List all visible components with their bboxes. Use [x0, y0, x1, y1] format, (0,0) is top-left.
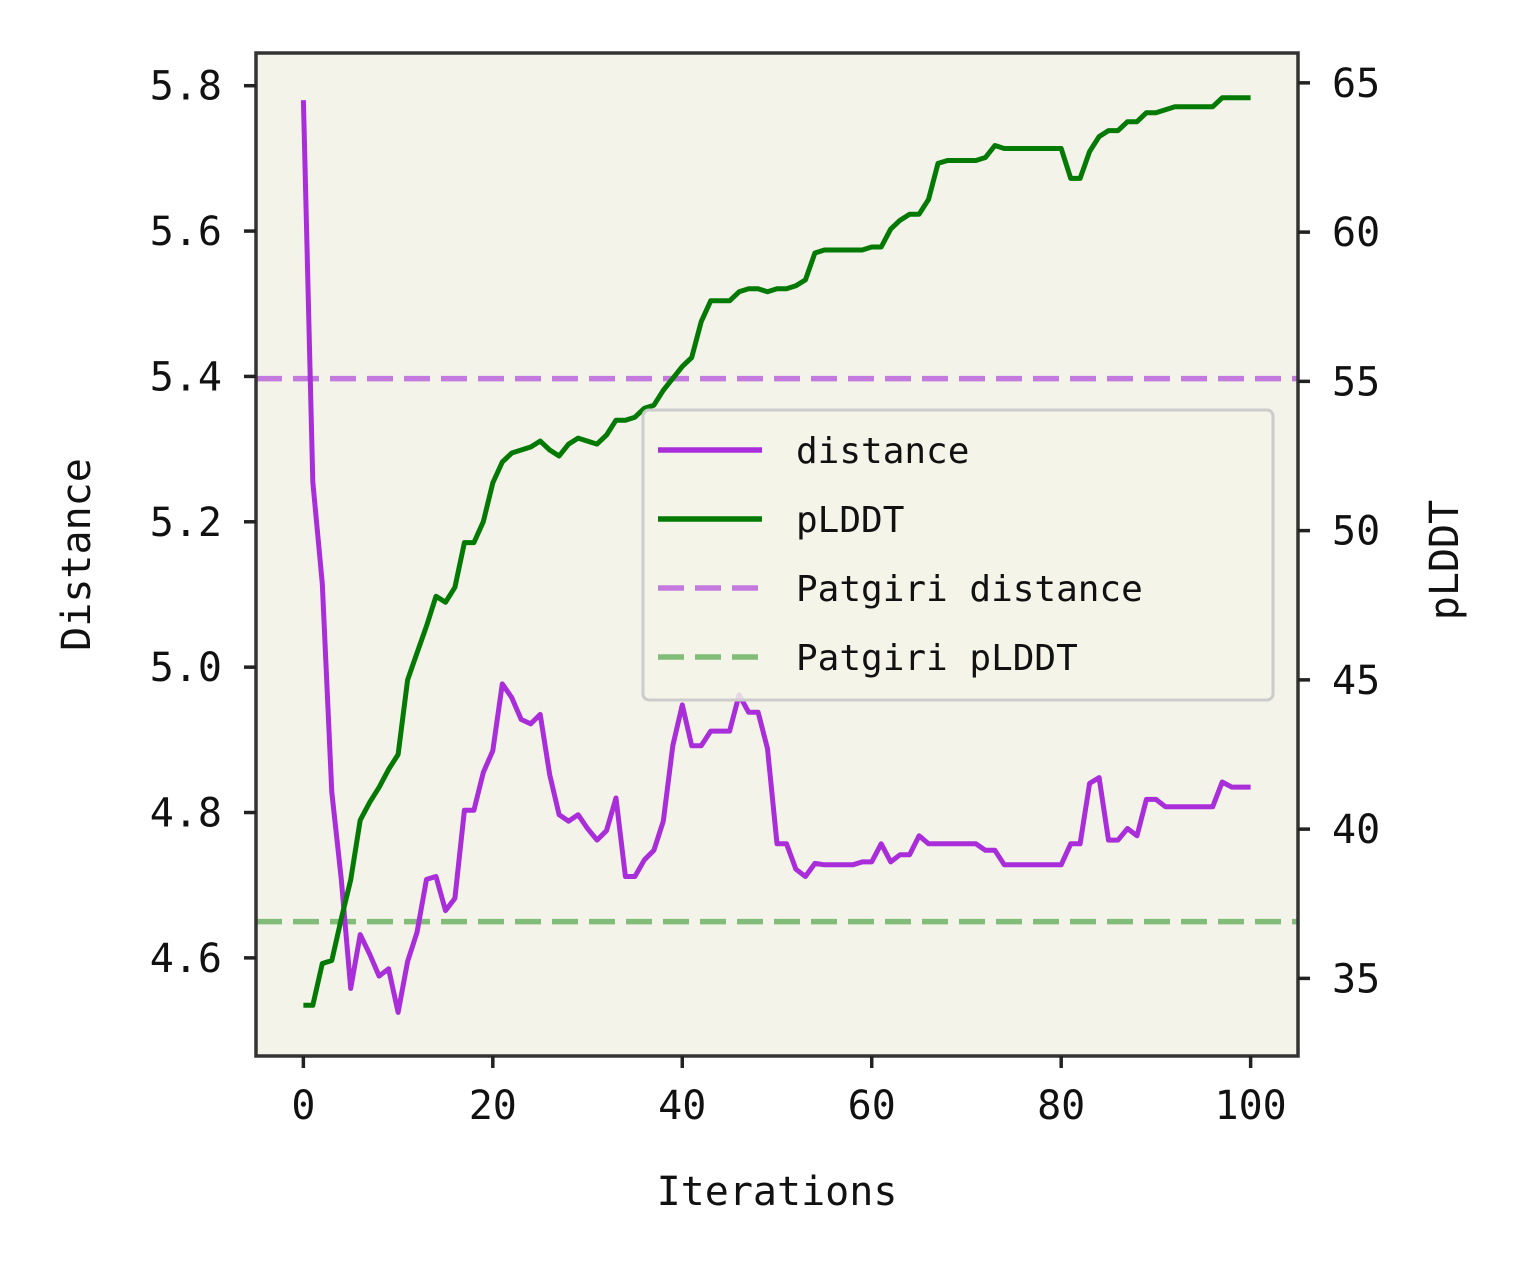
left-y-tick-label: 5.4	[150, 354, 222, 400]
right-y-axis-ticks: 35 40 45 50 55 60 65	[1298, 61, 1380, 1002]
left-y-tick-label: 5.8	[150, 64, 222, 110]
series-line-plddt	[303, 95, 1251, 1008]
legend-label: Patgiri pLDDT	[796, 638, 1078, 679]
right-y-tick-label: 40	[1332, 807, 1380, 853]
right-y-tick-label: 60	[1332, 210, 1380, 256]
legend-label: Patgiri distance	[796, 569, 1143, 610]
x-tick-label: 20	[469, 1083, 517, 1129]
left-y-tick-label: 5.0	[150, 645, 222, 691]
x-axis-ticks: 0 20 40 60 80 100	[291, 1056, 1287, 1129]
right-y-axis-title: pLDDT	[1422, 500, 1468, 620]
x-tick-label: 80	[1037, 1083, 1085, 1129]
left-y-tick-label: 4.6	[150, 936, 222, 982]
right-y-tick-label: 45	[1332, 658, 1380, 704]
right-y-tick-label: 65	[1332, 61, 1380, 107]
legend-box	[641, 408, 1275, 702]
x-axis-title: Iterations	[657, 1169, 898, 1215]
left-y-axis-title: Distance	[54, 458, 100, 651]
reference-lines-group	[256, 375, 1298, 925]
x-tick-label: 100	[1215, 1083, 1287, 1129]
x-tick-label: 40	[658, 1083, 706, 1129]
series-lines-group	[300, 95, 1251, 1015]
x-tick-label: 60	[848, 1083, 896, 1129]
legend: distance pLDDT Patgiri distance Patgiri pLD…	[641, 408, 1275, 702]
left-y-axis-ticks: 4.6 4.8 5.0 5.2 5.4 5.6 5.8	[150, 64, 256, 982]
x-tick-label: 0	[291, 1083, 315, 1129]
plot-frame	[254, 51, 1300, 1058]
left-y-tick-label: 5.6	[150, 209, 222, 255]
right-y-tick-label: 50	[1332, 509, 1380, 555]
legend-label: distance	[796, 431, 969, 472]
right-y-tick-label: 35	[1332, 956, 1380, 1002]
right-y-tick-label: 55	[1332, 359, 1380, 405]
left-y-tick-label: 5.2	[150, 500, 222, 546]
series-line-distance	[300, 100, 1251, 1015]
left-y-tick-label: 4.8	[150, 791, 222, 837]
legend-label: pLDDT	[796, 500, 904, 541]
